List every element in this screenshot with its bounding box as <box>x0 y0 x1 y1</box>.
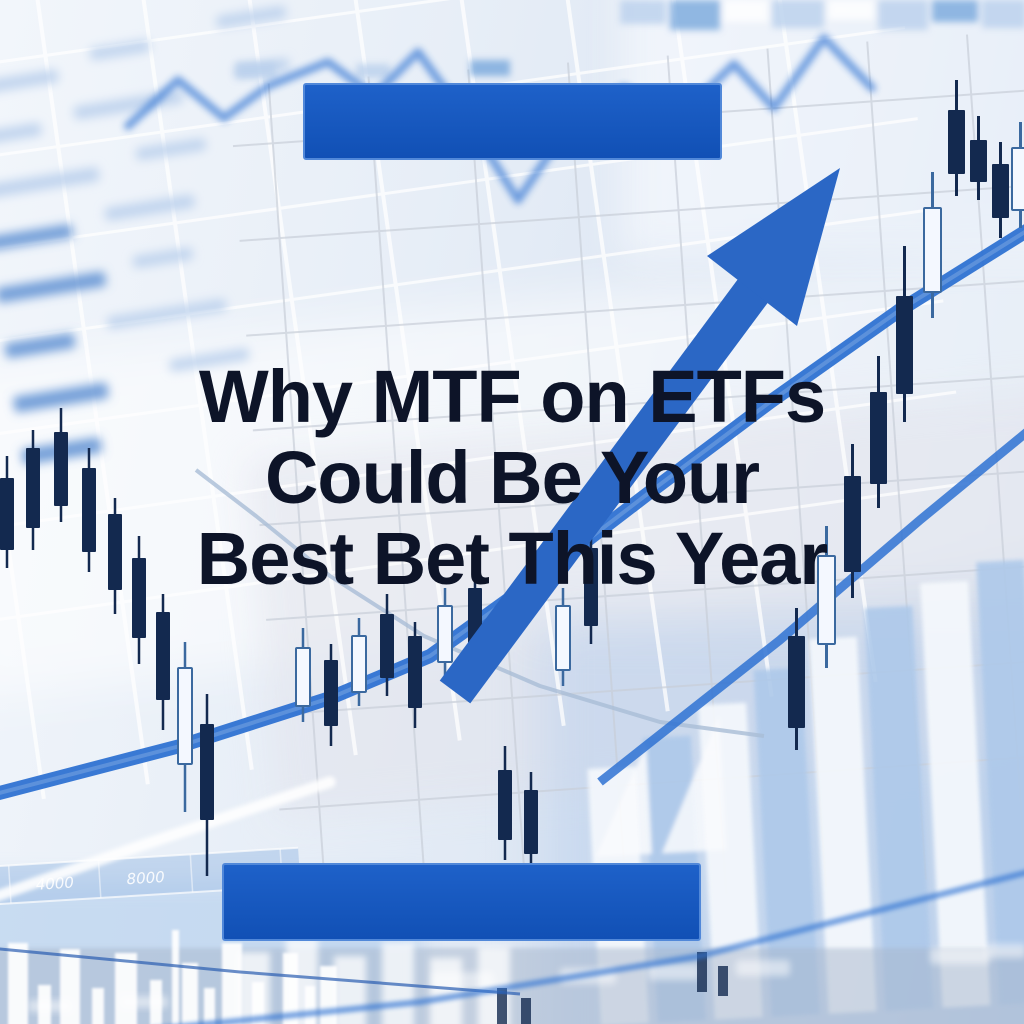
candles-uptrend <box>788 80 1024 750</box>
headline: Why MTF on ETFs Could Be Your Best Bet T… <box>0 356 1024 599</box>
trend-line-right <box>597 428 1024 786</box>
headline-line-1: Why MTF on ETFs <box>198 355 826 438</box>
bottom-banner <box>222 863 701 941</box>
white-trend-line <box>0 776 336 901</box>
candles-midtrend <box>295 526 598 880</box>
ma-curve <box>194 468 765 738</box>
headline-line-3: Best Bet This Year <box>196 517 828 600</box>
spreadsheet-rows <box>0 6 290 465</box>
thin-line-bottom-left <box>0 947 521 996</box>
headline-line-2: Could Be Your <box>264 436 760 519</box>
candles-downtrend <box>0 408 214 876</box>
trend-line-bottom <box>178 870 1024 1024</box>
top-table-cells <box>236 0 1024 78</box>
top-banner <box>303 83 722 160</box>
volume-bars-blurred <box>238 938 510 1024</box>
growth-arrow-icon <box>439 168 840 704</box>
axis-label: 8000 <box>126 868 165 888</box>
